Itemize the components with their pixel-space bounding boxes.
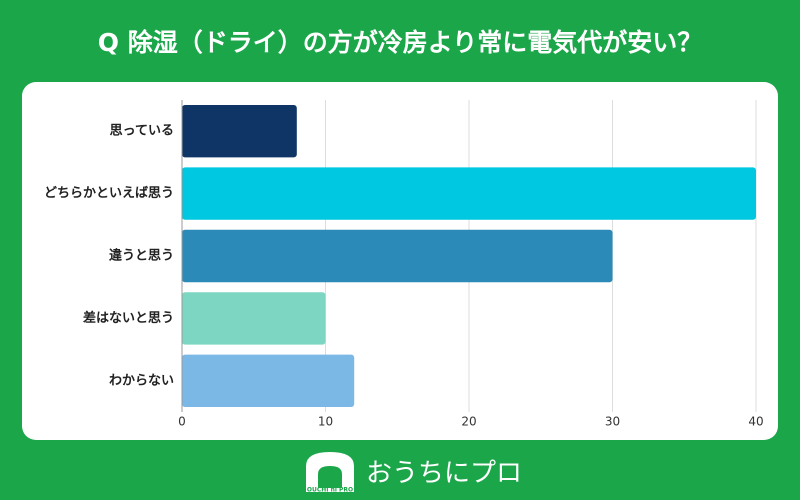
logo-sub: OUCHI ni PRO	[307, 487, 353, 494]
bar	[182, 104, 297, 158]
logo-name: おうちにプロ	[366, 459, 522, 489]
x-tick-label: 30	[605, 415, 620, 429]
y-tick-label: 差はないと思う	[83, 310, 174, 326]
x-tick-label: 10	[318, 415, 333, 429]
bar	[182, 354, 355, 408]
bar	[182, 167, 756, 220]
y-tick-label: わからない	[109, 373, 174, 388]
y-tick-label: 違うと思う	[109, 248, 174, 264]
x-tick-label: 40	[748, 415, 763, 429]
chart-title: Q 除湿（ドライ）の方が冷房より常に電気代が安い？	[98, 28, 702, 57]
bar	[182, 292, 326, 345]
y-tick-label: どちらかといえば思う	[44, 186, 174, 201]
x-tick-label: 0	[178, 415, 186, 429]
logo: OUCHI ni PRO おうちにプロ	[306, 452, 522, 494]
x-tick-label: 20	[461, 415, 476, 429]
logo-door	[318, 466, 342, 488]
y-tick-label: 思っている	[110, 124, 174, 139]
bar	[182, 229, 613, 283]
